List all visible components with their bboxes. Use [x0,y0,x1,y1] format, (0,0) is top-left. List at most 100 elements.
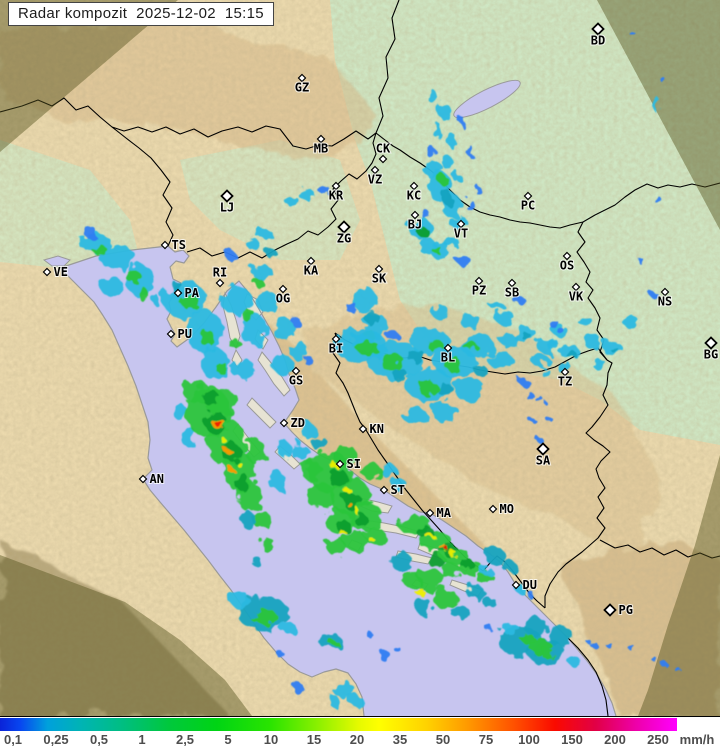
border-croatia-serbia [576,221,608,361]
legend-tick-250: 250 [647,732,669,747]
city-marker-KR [331,181,341,191]
city-label-OG: OG [276,292,290,306]
city-PC: PC [520,191,536,214]
city-marker-VE [42,267,52,277]
city-marker-MA [425,508,435,518]
city-label-PC: PC [521,199,535,213]
legend-tick-0,1: 0,1 [3,732,23,747]
radar-map-canvas: BD GZ MB CK VZ KR KC LJ PC BJ VT ZG TS OS KA SK VE PZ RI SB… [0,0,720,716]
city-marker-BD [591,22,605,36]
city-KA: KA [303,256,320,279]
city-MA: MA [425,505,453,521]
city-KC: KC [406,181,422,204]
city-marker-VZ [370,165,380,175]
legend-gradient-bar [0,718,677,731]
legend-tick-5: 5 [224,732,232,747]
precipitation-layer [79,32,681,707]
city-marker-TZ [560,367,570,377]
city-label-SI: SI [347,457,361,471]
city-RI: RI [212,265,228,288]
legend-tick-50: 50 [435,732,451,747]
border-hungary-north [375,0,400,134]
city-marker-BJ [410,210,420,220]
legend-tick-1: 1 [138,732,146,747]
legend-tick-2,5: 2,5 [175,732,195,747]
city-marker-SA [536,442,550,456]
city-label-PG: PG [619,603,633,617]
city-AN: AN [138,471,165,487]
city-label-ST: ST [391,483,405,497]
city-label-PU: PU [178,327,192,341]
lake-balaton [453,79,521,119]
city-marker-ST [379,485,389,495]
city-marker-PC [523,191,533,201]
city-label-GS: GS [289,374,303,388]
city-label-VK: VK [569,290,584,304]
city-GS: GS [288,366,304,389]
city-PA: PA [173,285,201,301]
city-label-CK: CK [376,142,391,156]
italian-coastline [59,267,365,716]
terrain-layer [0,0,720,716]
city-marker-MO [488,504,498,514]
legend-tick-10: 10 [263,732,279,747]
legend-tick-100: 100 [518,732,540,747]
city-marker-MB [316,134,326,144]
city-VK: VK [568,282,585,305]
city-DU: DU [511,577,538,593]
city-label-KC: KC [407,189,421,203]
border-slovenia-croatia [186,132,377,259]
city-BD: BD [590,22,606,49]
city-marker-SI [335,459,345,469]
city-marker-PZ [474,276,484,286]
city-label-KN: KN [370,422,384,436]
legend-tick-200: 200 [604,732,626,747]
city-BG: BG [703,336,719,363]
city-marker-AN [138,474,148,484]
city-VE: VE [42,264,69,280]
city-label-PZ: PZ [472,284,486,298]
out-of-range-sw [0,555,252,716]
city-marker-NS [660,287,670,297]
rain-intensity-legend: 0,1 0,25 0,5 1 2,5 5 10 15 20 35 50 75 100 150 200 250 … [0,716,720,751]
city-marker-BI [331,334,341,344]
city-PU: PU [166,326,193,342]
city-CK: CK [375,141,392,164]
city-label-MO: MO [500,502,514,516]
city-GZ: GZ [294,73,310,96]
out-of-range-ne [597,0,720,230]
city-KR: KR [328,181,345,204]
city-markers-layer: BD GZ MB CK VZ KR KC LJ PC BJ VT ZG TS OS KA SK VE PZ RI SB… [42,22,719,618]
city-label-ZD: ZD [291,416,305,430]
city-marker-SB [507,278,517,288]
city-marker-GS [291,366,301,376]
city-MO: MO [488,501,515,517]
city-LJ: LJ [219,189,235,216]
city-label-RI: RI [213,266,227,280]
city-SI: SI [335,456,362,472]
city-ZD: ZD [279,415,306,431]
city-label-ZG: ZG [337,232,351,246]
border-drina [544,359,613,608]
city-label-KA: KA [304,264,319,278]
city-label-MB: MB [314,142,328,156]
city-PG: PG [603,602,634,618]
city-marker-CK [378,154,388,164]
city-label-LJ: LJ [220,201,234,215]
city-marker-VK [571,282,581,292]
city-marker-LJ [220,189,234,203]
city-marker-ZG [337,220,351,234]
out-of-range-nw [0,0,178,152]
city-label-GZ: GZ [295,81,309,95]
city-marker-KN [358,424,368,434]
legend-tick-0,5: 0,5 [89,732,109,747]
radar-map: BD GZ MB CK VZ KR KC LJ PC BJ VT ZG TS OS KA SK VE PZ RI SB… [0,0,720,716]
city-label-SA: SA [536,454,551,468]
city-ZG: ZG [336,220,352,247]
city-label-NS: NS [658,295,672,309]
city-marker-KA [306,256,316,266]
border-italy-slovenia [111,126,174,247]
venice-lagoon [42,255,71,267]
legend-tick-15: 15 [306,732,322,747]
